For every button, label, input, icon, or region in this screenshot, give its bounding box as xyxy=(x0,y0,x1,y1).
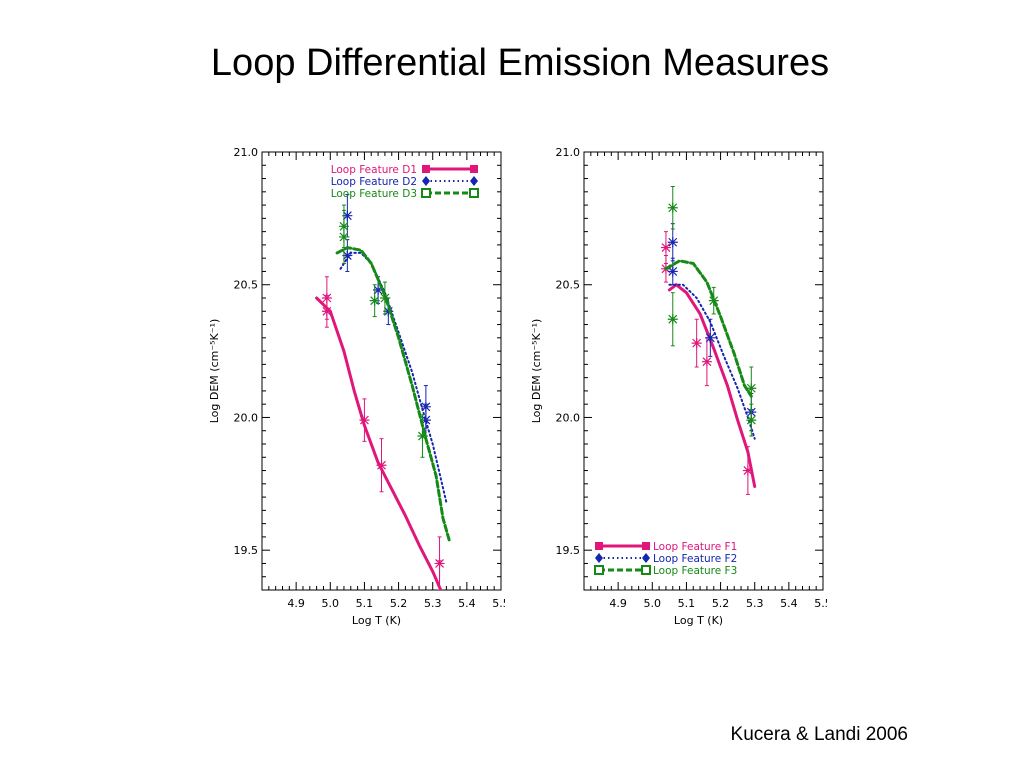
left-data-point xyxy=(338,231,349,242)
right-data-point xyxy=(701,356,712,367)
right-series-3 xyxy=(664,186,757,437)
left-legend-marker xyxy=(470,176,478,186)
right-data-point xyxy=(746,383,757,394)
left-plot-frame xyxy=(261,151,502,591)
right-legend-marker xyxy=(594,565,604,575)
left-legend-marker xyxy=(422,165,430,173)
right-plot-frame xyxy=(583,151,824,591)
left-series-line xyxy=(339,251,448,504)
right-data-point xyxy=(667,202,678,213)
left-x-tick-label: 5.3 xyxy=(424,597,442,610)
left-x-tick-label: 4.9 xyxy=(287,597,305,610)
left-legend-marker xyxy=(469,188,479,198)
right-y-tick-label: 20.5 xyxy=(556,279,581,292)
left-legend-label: Loop Feature D3 xyxy=(331,188,417,200)
left-data-point xyxy=(342,210,353,221)
right-plot-area xyxy=(660,186,757,495)
right-x-tick-label: 5.4 xyxy=(780,597,798,610)
left-y-tick-label: 20.0 xyxy=(234,411,259,424)
left-x-tick-label: 5.2 xyxy=(390,597,408,610)
left-data-point xyxy=(321,306,332,317)
left-y-tick-label: 21.0 xyxy=(234,146,259,159)
right-y-tick-label: 20.0 xyxy=(556,411,581,424)
right-series-line xyxy=(667,283,757,488)
left-data-point xyxy=(342,250,353,261)
chart-left-dem-d: 4.9 5.0 5.1 5.2 5.3 5.4 5.5 19.5 20.0 20.5 21.0 Log… xyxy=(208,146,505,627)
left-series-line xyxy=(315,296,443,590)
left-legend-marker xyxy=(421,188,431,198)
right-legend-marker xyxy=(642,542,650,550)
left-x-tick-label: 5.0 xyxy=(322,597,340,610)
right-x-tick-label: 5.3 xyxy=(746,597,764,610)
right-minor-ticks xyxy=(584,151,824,590)
left-series-3 xyxy=(335,204,452,544)
citation: Kucera & Landi 2006 xyxy=(730,724,908,745)
right-series-2 xyxy=(667,223,757,440)
right-data-point xyxy=(667,266,678,277)
left-legend-label: Loop Feature D2 xyxy=(331,176,417,188)
left-y-tick-label: 19.5 xyxy=(234,544,259,557)
right-x-tick-label: 5.1 xyxy=(678,597,696,610)
right-x-tick-label: 5.2 xyxy=(712,597,730,610)
left-x-axis-label: Log T (K) xyxy=(352,614,401,627)
right-data-point xyxy=(660,242,671,253)
right-legend-marker xyxy=(595,542,603,550)
left-data-point xyxy=(417,431,428,442)
right-series-line xyxy=(668,283,756,440)
right-data-point xyxy=(742,465,753,476)
slide-title: Loop Differential Emission Measures xyxy=(210,42,830,84)
right-legend-marker xyxy=(642,553,650,563)
left-plot-area xyxy=(315,193,452,590)
left-data-point xyxy=(420,415,431,426)
right-data-point xyxy=(705,332,716,343)
left-series-2 xyxy=(339,193,448,504)
left-series-line xyxy=(335,246,452,544)
left-minor-ticks xyxy=(262,151,502,590)
right-data-point xyxy=(667,237,678,248)
right-y-tick-label: 19.5 xyxy=(556,544,581,557)
left-x-tick-label: 5.5 xyxy=(492,597,505,610)
right-legend-label: Loop Feature F1 xyxy=(653,541,737,553)
right-data-point xyxy=(691,338,702,349)
right-x-tick-label: 5.0 xyxy=(644,597,662,610)
left-data-point xyxy=(379,293,390,303)
right-legend-marker xyxy=(641,565,651,575)
left-y-tick-label: 20.5 xyxy=(234,279,259,292)
right-y-axis-label: Log DEM (cm⁻⁵K⁻¹) xyxy=(530,319,543,424)
chart-right-dem-f: 4.9 5.0 5.1 5.2 5.3 5.4 5.5 19.5 20.0 20.5 21.0 Log… xyxy=(530,146,827,627)
right-legend-label: Loop Feature F2 xyxy=(653,553,737,565)
right-data-point xyxy=(667,314,678,325)
right-x-axis-label: Log T (K) xyxy=(674,614,723,627)
right-x-tick-label: 5.5 xyxy=(814,597,827,610)
left-data-point xyxy=(359,415,370,426)
left-series-1 xyxy=(315,276,445,590)
right-y-tick-label: 21.0 xyxy=(556,146,581,159)
right-series-line xyxy=(664,259,753,398)
left-data-point xyxy=(376,460,387,471)
left-data-point xyxy=(369,295,380,306)
left-data-point xyxy=(383,306,394,317)
right-data-point xyxy=(708,295,719,306)
left-legend-label: Loop Feature D1 xyxy=(331,164,417,176)
right-series-1 xyxy=(660,231,757,495)
right-legend-label: Loop Feature F3 xyxy=(653,565,737,577)
right-legend-marker xyxy=(595,553,603,563)
left-x-tick-label: 5.1 xyxy=(356,597,374,610)
left-legend-marker xyxy=(470,165,478,173)
right-data-point xyxy=(746,415,757,426)
left-x-tick-label: 5.4 xyxy=(458,597,476,610)
right-x-tick-label: 4.9 xyxy=(609,597,627,610)
left-legend-marker xyxy=(422,176,430,186)
left-y-axis-label: Log DEM (cm⁻⁵K⁻¹) xyxy=(208,319,221,424)
left-data-point xyxy=(373,285,384,296)
